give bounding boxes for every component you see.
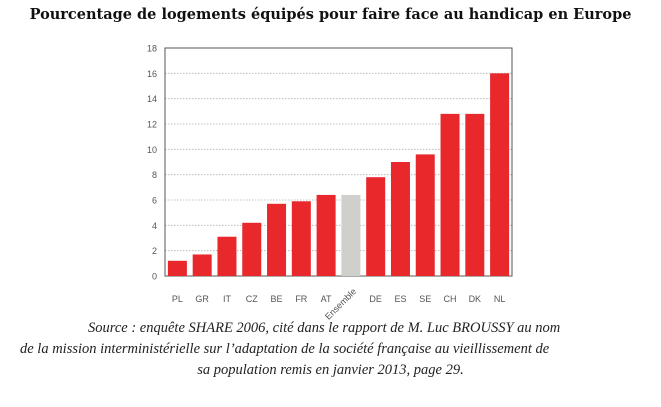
x-tick-label: GR (195, 294, 209, 304)
x-tick-label: NL (494, 294, 506, 304)
y-tick-label: 4 (152, 221, 157, 231)
bar-fr (291, 201, 311, 276)
y-tick-label: 14 (147, 94, 157, 104)
x-tick-label: CH (444, 294, 457, 304)
x-tick-label: FR (295, 294, 307, 304)
x-tick-label: AT (321, 294, 332, 304)
x-tick-label: SE (419, 294, 431, 304)
x-tick-label: CZ (246, 294, 258, 304)
y-tick-label: 18 (147, 44, 157, 54)
plot-frame (164, 47, 513, 277)
bar-es (390, 162, 410, 276)
x-tick-label: BE (271, 294, 283, 304)
source-line-1: Source : enquête SHARE 2006, cité dans l… (88, 320, 561, 336)
bar-be (267, 203, 287, 276)
chart-title: Pourcentage de logements équipés pour fa… (29, 6, 632, 23)
bar-ch (440, 113, 460, 276)
y-tick-label: 2 (152, 246, 157, 256)
y-tick-label: 8 (152, 170, 157, 180)
y-tick-label: 10 (147, 145, 157, 155)
x-tick-label: IT (223, 294, 232, 304)
bar-de (366, 177, 386, 276)
x-tick-label: ES (394, 294, 406, 304)
bar-se (415, 154, 435, 276)
x-tick-label: DE (369, 294, 382, 304)
y-tick-label: 12 (147, 120, 157, 130)
source-line-3: sa population remis en janvier 2013, pag… (197, 362, 464, 378)
y-tick-label: 6 (152, 196, 157, 206)
source-line-2: de la mission interministérielle sur l’a… (20, 341, 550, 357)
bar-nl (490, 73, 510, 276)
bar-gr (192, 254, 212, 276)
bar-ensemble (341, 194, 361, 276)
bar-it (217, 236, 237, 276)
bar-dk (465, 113, 485, 276)
bar-cz (242, 222, 262, 276)
y-tick-label: 16 (147, 69, 157, 79)
x-tick-label: DK (469, 294, 482, 304)
bar-pl (167, 260, 187, 276)
y-tick-label: 0 (152, 272, 157, 282)
bar-at (316, 194, 336, 276)
x-tick-label: PL (172, 294, 183, 304)
